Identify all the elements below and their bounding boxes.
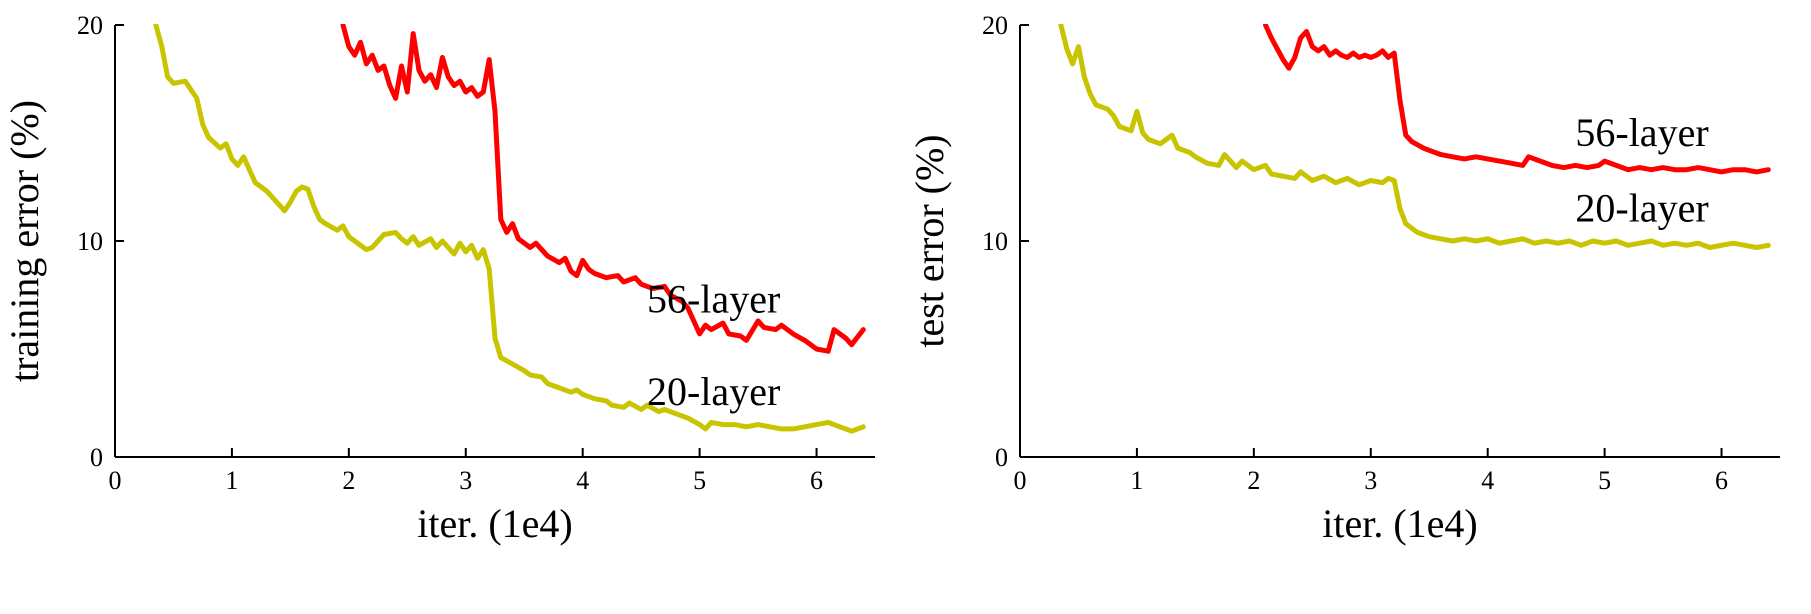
series-56-layer-line — [1263, 24, 1771, 175]
series-20-layer-label: 20-layer — [1575, 186, 1708, 231]
x-tick-label: 1 — [1130, 466, 1143, 495]
x-tick-label: 5 — [693, 466, 706, 495]
test-error-chart: 0 1 2 3 4 5 6 0 10 20 iter. (1e4) test error (%) 20-… — [905, 0, 1810, 614]
y-tick-label: 10 — [77, 227, 103, 256]
x-tick-label: 6 — [810, 466, 823, 495]
x-tick-label: 0 — [109, 466, 122, 495]
x-tick-label: 2 — [1247, 466, 1260, 495]
series-20-layer-line — [153, 24, 866, 434]
y-tick-label: 20 — [77, 11, 103, 40]
y-axis-label: test error (%) — [907, 134, 952, 347]
y-tick-label: 0 — [995, 443, 1008, 472]
x-tick-label: 5 — [1598, 466, 1611, 495]
x-axis-label: iter. (1e4) — [417, 501, 573, 546]
y-tick-label: 20 — [982, 11, 1008, 40]
x-tick-label: 1 — [225, 466, 238, 495]
x-tick-label: 6 — [1715, 466, 1728, 495]
training-error-plot: 0 1 2 3 4 5 6 0 10 20 iter. (1e4) training error (%… — [2, 11, 875, 546]
training-error-chart: 0 1 2 3 4 5 6 0 10 20 iter. (1e4) training error (%… — [0, 0, 905, 614]
x-tick-label: 2 — [342, 466, 355, 495]
x-tick-label: 3 — [459, 466, 472, 495]
y-axis-label: training error (%) — [2, 100, 47, 382]
series-56-layer-label: 56-layer — [1575, 110, 1708, 155]
series-56-layer-label: 56-layer — [647, 276, 780, 321]
y-tick-label: 10 — [982, 227, 1008, 256]
test-error-plot: 0 1 2 3 4 5 6 0 10 20 iter. (1e4) test error (%) 20-… — [907, 11, 1780, 546]
x-axis-label: iter. (1e4) — [1322, 501, 1478, 546]
series-20-layer-line — [1058, 24, 1771, 250]
y-tick-label: 0 — [90, 443, 103, 472]
x-tick-label: 4 — [576, 466, 589, 495]
x-tick-label: 4 — [1481, 466, 1494, 495]
x-tick-label: 3 — [1364, 466, 1377, 495]
x-tick-label: 0 — [1014, 466, 1027, 495]
series-56-layer-line — [340, 24, 866, 354]
series-20-layer-label: 20-layer — [647, 369, 780, 414]
